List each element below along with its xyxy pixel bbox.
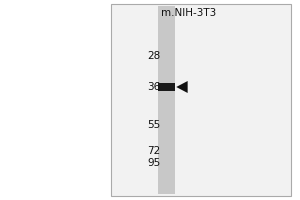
Bar [158,6,175,194]
Text: 28: 28 [147,51,161,61]
Text: 72: 72 [147,146,161,156]
Text: 36: 36 [147,82,161,92]
Polygon shape [176,81,188,93]
Text: 55: 55 [147,120,161,130]
Text: 95: 95 [147,158,161,168]
Bar [158,83,175,91]
Text: m.NIH-3T3: m.NIH-3T3 [161,8,217,18]
Bar [111,4,291,196]
